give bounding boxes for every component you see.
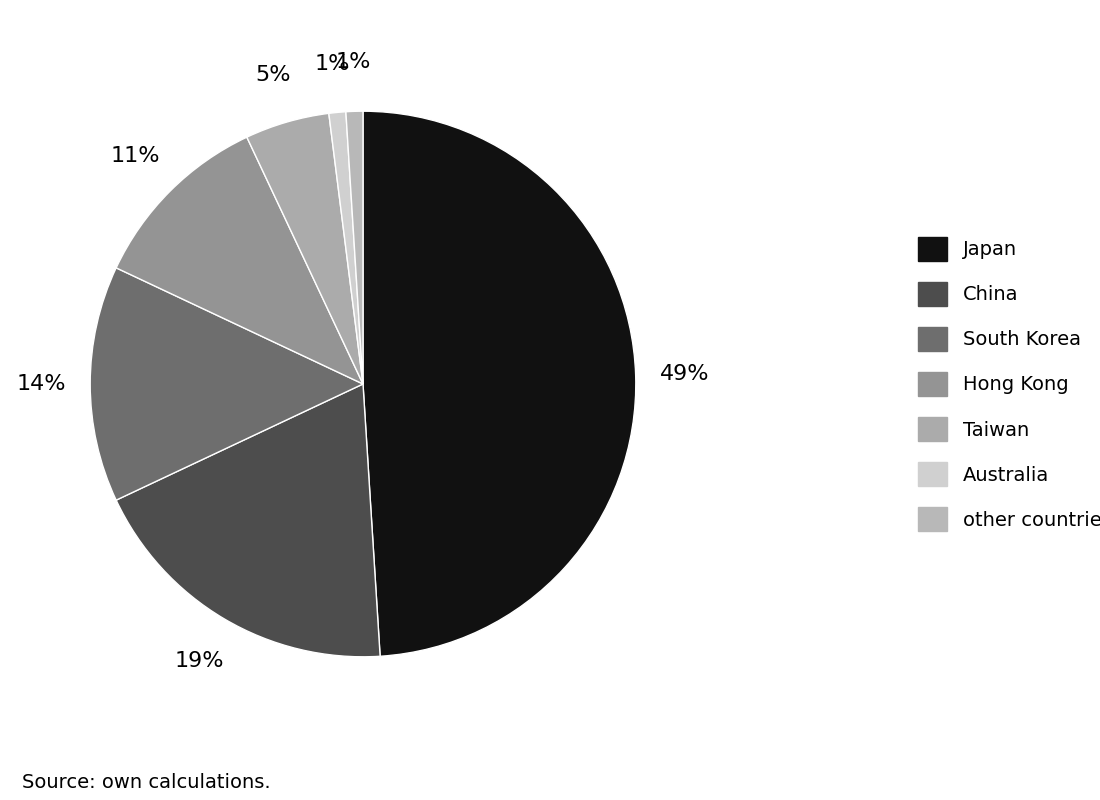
Wedge shape [345,111,363,384]
Legend: Japan, China, South Korea, Hong Kong, Taiwan, Australia, other countries: Japan, China, South Korea, Hong Kong, Ta… [918,237,1100,531]
Text: 1%: 1% [336,52,371,72]
Text: Source: own calculations.: Source: own calculations. [22,773,271,792]
Wedge shape [246,114,363,384]
Wedge shape [117,384,381,657]
Text: 5%: 5% [255,65,290,85]
Text: 49%: 49% [660,364,710,384]
Wedge shape [329,112,363,384]
Text: 14%: 14% [16,374,66,394]
Text: 11%: 11% [111,146,161,166]
Wedge shape [363,111,636,656]
Wedge shape [117,137,363,384]
Text: 19%: 19% [175,651,224,671]
Text: 1%: 1% [315,54,351,74]
Wedge shape [90,268,363,500]
